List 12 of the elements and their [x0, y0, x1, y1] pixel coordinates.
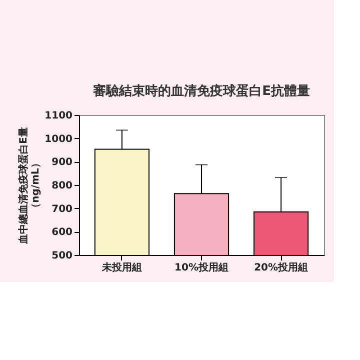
y-tick-label: 600: [52, 227, 73, 238]
y-axis-title: 血中總血清免疫球蛋白E量（ng/mL）: [18, 127, 42, 245]
x-tick-label: 10%投用組: [174, 262, 228, 274]
y-tick-label: 500: [52, 250, 73, 262]
x-tick-label: 未投用組: [100, 262, 142, 274]
chart-title: 審驗結束時的血清免疫球蛋白E抗體量: [92, 83, 310, 99]
y-tick-label: 900: [52, 157, 73, 168]
y-tick-label: 1100: [44, 110, 73, 122]
y-tick-label: 1000: [44, 134, 73, 145]
y-tick-label: 700: [52, 204, 73, 215]
x-tick-label: 20%投用組: [254, 262, 308, 274]
y-tick-label: 800: [52, 180, 73, 192]
